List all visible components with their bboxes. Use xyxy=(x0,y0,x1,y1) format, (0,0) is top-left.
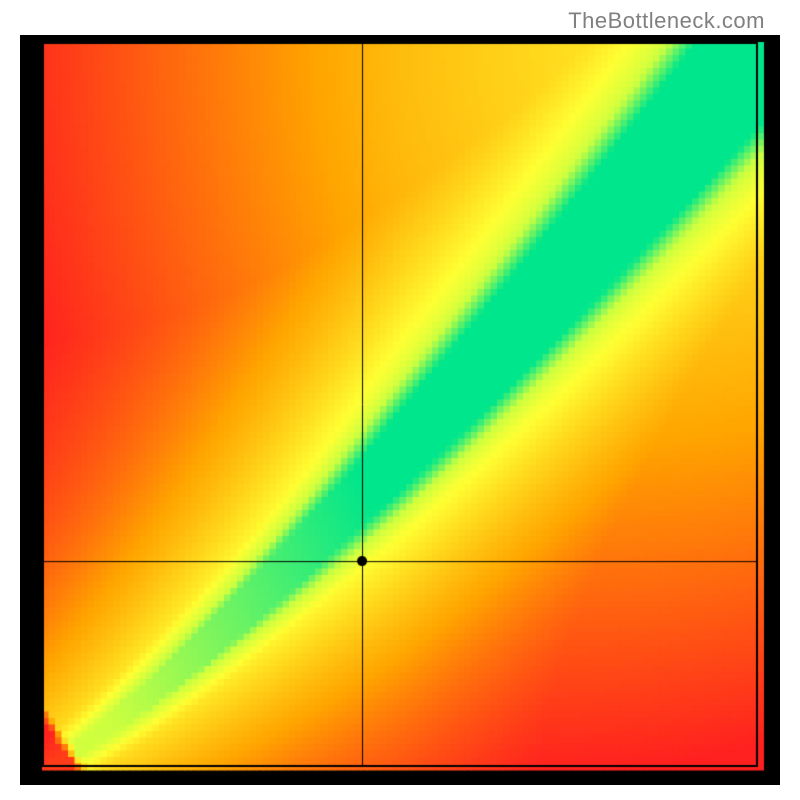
chart-frame xyxy=(20,35,780,785)
heatmap-canvas xyxy=(20,35,780,785)
watermark: TheBottleneck.com xyxy=(568,8,765,34)
